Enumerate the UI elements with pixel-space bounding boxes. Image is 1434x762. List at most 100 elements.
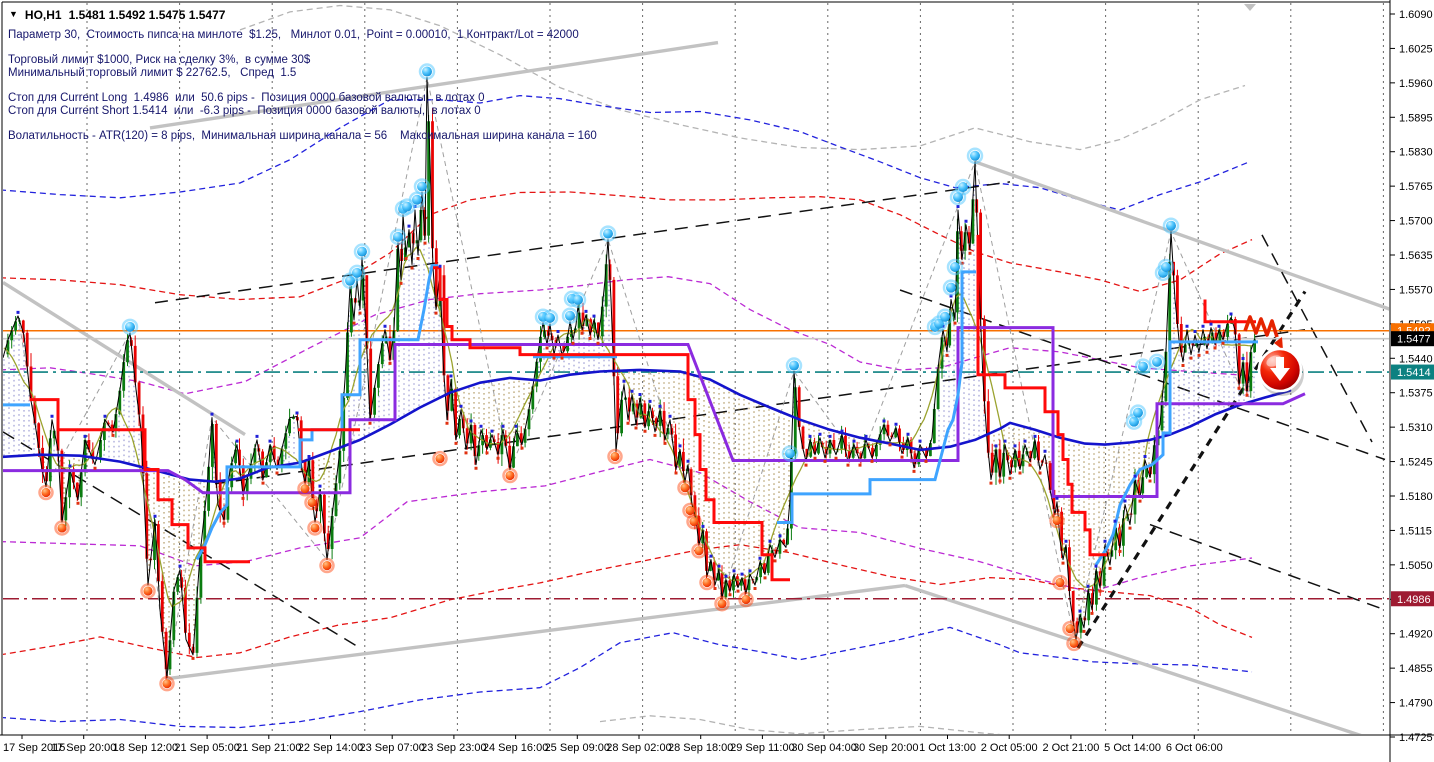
swing-low-marker <box>1069 638 1079 649</box>
chart-title: ▼ HO,H1 1.5481 1.5492 1.5475 1.5477 <box>9 8 225 22</box>
swing-high-marker <box>599 225 617 242</box>
swing-low-marker <box>143 586 153 596</box>
swing-high-marker <box>954 178 972 196</box>
swing-high-marker <box>1166 220 1176 231</box>
swing-low-marker <box>702 577 712 588</box>
signal-markers <box>38 63 1180 692</box>
time-tick-label: 23 Sep 07:00 <box>359 742 424 754</box>
chart-collapse-icon[interactable]: ▼ <box>9 9 18 19</box>
envelope-magenta-upper <box>3 276 1253 395</box>
swing-high-marker <box>569 291 587 309</box>
price-tick-label: 1.5180 <box>1399 491 1433 503</box>
level-lines <box>3 329 1389 600</box>
swing-low-marker <box>686 513 702 530</box>
price-badge-label: 1.4986 <box>1397 594 1431 606</box>
comment-line: Стоп для Current Long 1.4986 или 50.6 pi… <box>8 92 485 104</box>
time-tick-label: 5 Oct 14:00 <box>1104 742 1161 754</box>
swing-high-marker <box>603 228 613 239</box>
swing-low-marker <box>738 591 754 608</box>
step-lightblue <box>195 264 438 561</box>
step-lightblue <box>777 270 976 524</box>
swing-high-marker <box>934 318 944 329</box>
step-lightblue <box>1094 340 1258 566</box>
price-badge-label: 1.5414 <box>1397 367 1431 379</box>
swing-low-marker <box>162 679 172 689</box>
time-tick-label: 21 Sep 21:00 <box>236 742 301 754</box>
price-tick-label: 1.5375 <box>1399 388 1433 400</box>
comment-block: Параметр 30, Стоимость пипса на минлоте … <box>8 29 597 143</box>
price-tick-label: 1.5700 <box>1399 216 1433 228</box>
swing-high-marker <box>121 318 139 336</box>
time-tick-label: 21 Sep 05:00 <box>174 742 239 754</box>
swing-high-marker <box>1134 358 1152 375</box>
swing-low-marker <box>307 520 323 536</box>
olive-line <box>3 246 1253 608</box>
swing-high-marker <box>357 246 367 257</box>
swing-high-marker <box>393 231 403 242</box>
plot-area <box>3 3 1389 734</box>
swing-low-marker <box>159 675 175 692</box>
swing-high-marker <box>389 228 407 246</box>
time-tick-label: 30 Sep 04:00 <box>791 742 856 754</box>
swing-high-marker <box>966 147 984 165</box>
envelope-blue-low <box>3 626 1253 729</box>
swing-high-marker <box>936 308 954 326</box>
comment-line <box>8 80 597 92</box>
dash-up-lower <box>214 328 1306 485</box>
time-tick-label: 25 Sep 09:00 <box>545 742 610 754</box>
price-tick-label: 1.4725 <box>1399 732 1433 744</box>
swing-high-marker <box>561 307 579 324</box>
swing-low-marker <box>610 451 620 462</box>
price-tick-label: 1.5050 <box>1399 560 1433 572</box>
swing-high-marker <box>573 294 583 305</box>
gray-bottom-up <box>166 583 906 681</box>
gray-anchor-triangle-icon <box>1244 4 1256 11</box>
swing-low-marker <box>677 479 693 496</box>
chart-ohlc-values: 1.5481 1.5492 1.5475 1.5477 <box>68 8 226 22</box>
swing-high-marker <box>1148 353 1166 371</box>
swing-low-marker <box>322 560 332 571</box>
swing-high-marker <box>942 279 960 296</box>
swing-low-marker <box>1049 512 1065 529</box>
time-tick-label: 18 Sep 12:00 <box>113 742 178 754</box>
price-tick-label: 1.5440 <box>1399 353 1433 365</box>
swing-high-marker <box>422 66 432 77</box>
swing-low-marker <box>1062 620 1078 637</box>
swing-low-marker <box>680 483 690 493</box>
dotted-steep-up <box>1076 290 1307 649</box>
price-axis[interactable]: 1.6090 1.6025 1.5960 1.5895 1.5830 1.5765 1.57… <box>1390 9 1434 744</box>
swing-high-marker <box>353 243 371 260</box>
time-tick-label: 17 Sep 20:00 <box>51 742 116 754</box>
price-badge <box>1391 591 1434 607</box>
envelope-bands <box>3 4 1253 734</box>
swing-low-marker <box>140 583 156 599</box>
comment-line <box>8 118 597 130</box>
price-tick-label: 1.5895 <box>1399 112 1433 124</box>
swing-high-marker <box>417 181 427 192</box>
price-tick-label: 1.4920 <box>1399 629 1433 641</box>
step-lines <box>3 234 1306 582</box>
price-tick-label: 1.5635 <box>1399 250 1433 262</box>
annotations <box>1243 4 1304 396</box>
price-tick-label: 1.5115 <box>1399 525 1432 537</box>
swing-high-marker <box>946 258 964 276</box>
swing-high-marker <box>1152 356 1162 367</box>
swing-high-marker <box>950 262 960 273</box>
price-tick-label: 1.5830 <box>1399 147 1433 159</box>
dash-up-upper <box>154 181 1011 304</box>
time-tick-label: 1 Oct 13:00 <box>919 742 976 754</box>
squiggle-arrow-head <box>1274 337 1283 350</box>
swing-low-marker <box>689 516 699 527</box>
price-tick-label: 1.6025 <box>1399 43 1433 55</box>
swing-low-marker <box>741 594 751 605</box>
time-tick-label: 28 Sep 18:00 <box>668 742 733 754</box>
swing-low-marker <box>54 520 70 536</box>
price-badge <box>1391 364 1434 380</box>
channel-lines <box>3 40 1389 734</box>
chart-symbol-period: HO,H1 <box>24 8 62 22</box>
price-tick-label: 1.5245 <box>1399 457 1433 469</box>
price-tick-label: 1.6090 <box>1399 9 1433 21</box>
swing-high-marker <box>789 360 799 371</box>
